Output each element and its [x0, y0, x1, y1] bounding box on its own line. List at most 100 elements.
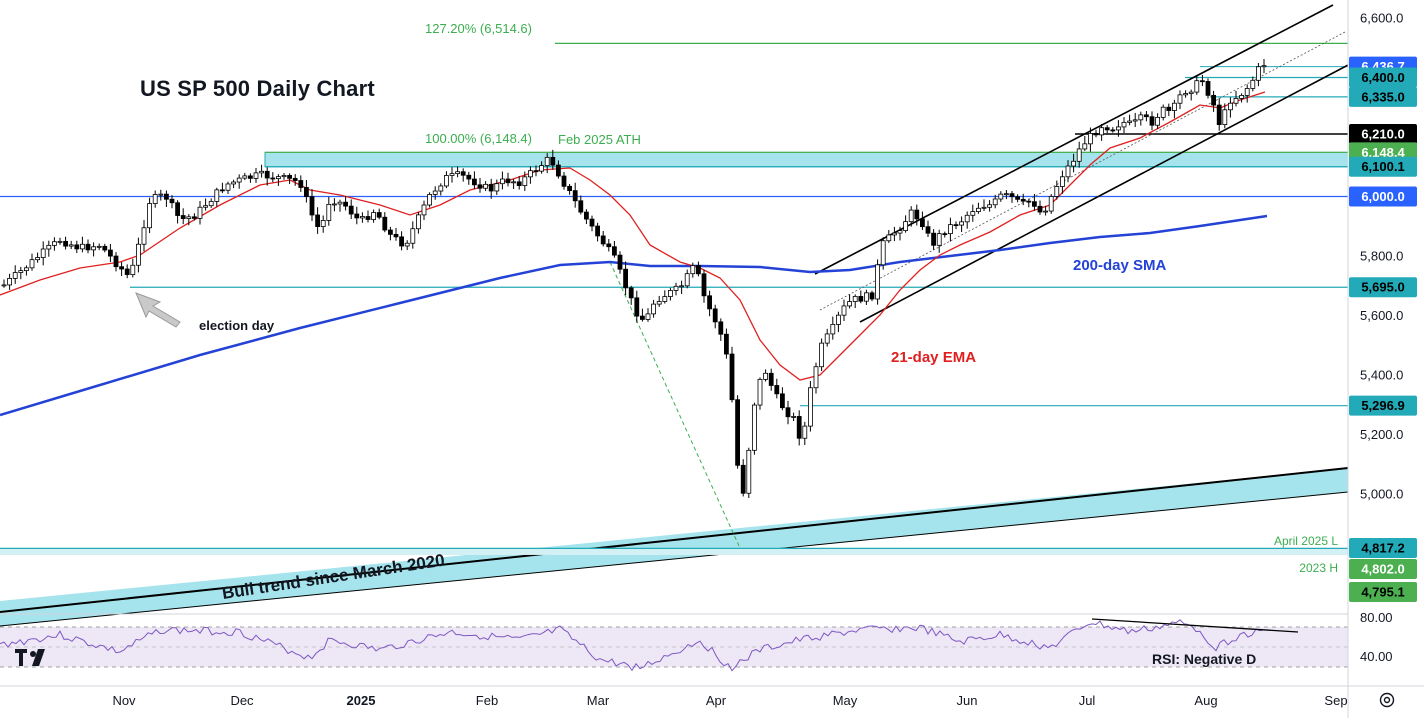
- price-tag-bg-3: [1349, 86, 1417, 107]
- candle-up: [1076, 148, 1082, 162]
- candle-down: [1015, 196, 1020, 200]
- candle-up: [12, 272, 18, 279]
- candle-up: [483, 183, 489, 189]
- candle-up: [1054, 186, 1060, 197]
- candle-up: [1261, 65, 1267, 68]
- candle-up: [824, 333, 830, 344]
- candle-up: [1088, 132, 1093, 145]
- ema-21-label: 21-day EMA: [891, 349, 976, 366]
- candle-down: [1149, 116, 1155, 126]
- candle-down: [729, 353, 735, 401]
- candle-up: [152, 194, 158, 204]
- rsi-divergence-line: [1091, 618, 1299, 633]
- candle-up: [225, 183, 231, 191]
- candle-up: [432, 190, 438, 195]
- candle-up: [203, 205, 209, 208]
- channel-lower-line: [859, 63, 1351, 323]
- candle-up: [908, 209, 914, 223]
- candle-up: [673, 285, 679, 291]
- channel-upper-line: [814, 4, 1334, 275]
- candle-down: [466, 174, 472, 180]
- candle-down: [612, 246, 617, 256]
- candle-up: [1043, 210, 1048, 213]
- candle-up: [80, 243, 85, 250]
- candle-up: [791, 416, 796, 418]
- candle-up: [421, 204, 427, 216]
- bull-trend-upper-line: [0, 467, 1349, 613]
- candle-down: [477, 184, 483, 189]
- candle-up: [186, 216, 192, 219]
- candle-up: [359, 216, 365, 219]
- candle-up: [936, 233, 942, 246]
- x-tick-label: Sep: [1324, 693, 1347, 708]
- rsi-label: RSI: Negative D: [1152, 651, 1256, 667]
- candle-down: [774, 385, 780, 395]
- candle-down: [191, 216, 197, 219]
- candle-up: [1099, 127, 1104, 136]
- ath-zone-band: [264, 151, 1349, 168]
- april-low-label: April 2025 L: [1274, 534, 1338, 548]
- candle-down: [696, 265, 701, 275]
- candle-down: [169, 198, 175, 204]
- candle-up: [959, 221, 964, 226]
- y-tick-label: 5,800.0: [1360, 249, 1403, 264]
- rsi-tick-label: 40.00: [1360, 649, 1393, 664]
- candle-up: [449, 173, 455, 176]
- candle-down: [175, 202, 181, 216]
- candle-down: [740, 464, 746, 494]
- candle-up: [757, 378, 763, 406]
- price-tag-bg-9: [1349, 395, 1417, 416]
- candle-up: [46, 244, 52, 250]
- candle-down: [567, 185, 572, 192]
- candle-up: [903, 221, 908, 231]
- candle-up: [886, 234, 892, 242]
- candle-up: [662, 296, 668, 302]
- fib-127-label: 127.20% (6,514.6): [425, 21, 532, 36]
- candle-down: [1032, 201, 1037, 207]
- candle-up: [337, 201, 343, 205]
- x-tick-label: Jun: [957, 693, 978, 708]
- candle-up: [836, 314, 841, 325]
- candle-up: [427, 194, 433, 206]
- candle-up: [208, 201, 214, 207]
- candle-up: [847, 301, 852, 307]
- feb-ath-label: Feb 2025 ATH: [558, 132, 641, 147]
- candle-up: [141, 227, 147, 245]
- candle-up: [1155, 116, 1160, 126]
- price-tag-8: 5,695.0: [1361, 280, 1404, 295]
- candle-down: [387, 229, 393, 235]
- candle-down: [914, 209, 920, 220]
- candle-up: [1132, 119, 1138, 122]
- candle-down: [74, 244, 80, 250]
- candle-down: [264, 170, 270, 179]
- settings-gear-icon[interactable]: [1378, 691, 1396, 709]
- candle-up: [1183, 93, 1188, 96]
- candle-down: [589, 218, 595, 227]
- x-tick-label: Dec: [230, 693, 254, 708]
- candle-up: [275, 176, 281, 180]
- candle-down: [516, 181, 522, 186]
- candle-up: [23, 267, 29, 272]
- candle-down: [1009, 193, 1015, 198]
- candle-down: [600, 235, 606, 245]
- candle-up: [1239, 95, 1244, 99]
- candle-up: [1082, 143, 1088, 150]
- candle-down: [628, 287, 634, 299]
- candle-down: [785, 407, 791, 418]
- candle-up: [970, 211, 976, 216]
- candle-up: [746, 449, 752, 494]
- price-tag-5: 6,148.4: [1361, 145, 1405, 160]
- y-tick-label: 5,600.0: [1360, 308, 1403, 323]
- price-tag-bg-12: [1349, 582, 1417, 602]
- candles-group: [1, 59, 1267, 498]
- price-tag-bg-4: [1349, 124, 1417, 145]
- candle-up: [830, 324, 836, 335]
- candle-down: [292, 177, 298, 181]
- candle-up: [679, 285, 684, 288]
- candle-up: [528, 170, 533, 178]
- candle-up: [35, 257, 40, 261]
- candle-down: [1144, 114, 1149, 118]
- bull-trend-lower-line: [0, 491, 1349, 627]
- candle-up: [522, 176, 528, 186]
- price-tag-11: 4,802.0: [1361, 562, 1404, 577]
